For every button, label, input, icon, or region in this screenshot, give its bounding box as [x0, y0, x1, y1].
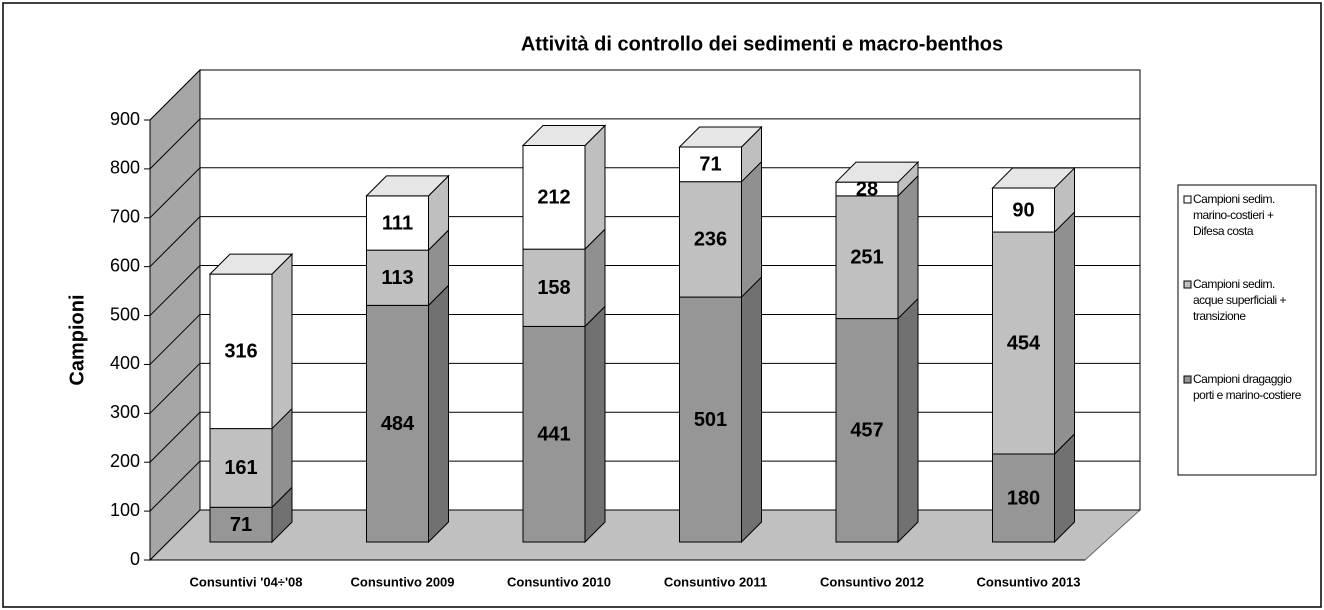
bar-side: [1054, 210, 1075, 456]
legend-box: [1177, 184, 1317, 476]
grid-line: [149, 509, 1140, 561]
data-label: 71: [230, 514, 252, 536]
y-tick-label: 0: [130, 549, 140, 569]
grid-line: [149, 265, 1140, 316]
floor: [148, 509, 1142, 561]
bar-top: [834, 161, 920, 183]
bar: [209, 506, 273, 543]
data-label: 236: [694, 229, 727, 251]
grid-line: [149, 69, 1140, 121]
data-label: 71: [699, 154, 721, 176]
grid-line: [149, 118, 1140, 170]
grid-line: [149, 460, 1140, 512]
data-label: 457: [850, 420, 883, 442]
bar: [366, 195, 429, 251]
y-tick-label: 700: [110, 207, 140, 227]
x-tick-label: Consuntivi '04÷'08: [189, 574, 302, 589]
bar-top: [521, 125, 607, 147]
bar-top: [991, 167, 1076, 189]
data-label: 454: [1007, 332, 1041, 354]
bar-top: [208, 253, 294, 275]
y-axis-label: Campioni: [66, 294, 88, 385]
grid-line: [149, 216, 1140, 268]
grid-line: [149, 362, 1140, 414]
x-tick-label: Consuntivo 2010: [507, 574, 611, 589]
y-tick-label: 800: [110, 158, 140, 178]
data-label: 180: [1007, 487, 1040, 509]
bar-side: [584, 305, 606, 544]
bar: [522, 248, 586, 327]
bar: [835, 318, 899, 543]
data-label: 158: [537, 277, 570, 299]
data-label: 501: [694, 409, 727, 431]
data-label: 316: [224, 341, 257, 363]
data-label: 441: [537, 423, 570, 445]
grid-line: [149, 167, 1140, 219]
bar-side: [741, 275, 762, 544]
chart-title: Attività di controllo dei sedimenti e ma…: [521, 33, 1003, 55]
legend-label: Campioni sedim. acque superficiali + tra…: [1193, 277, 1287, 323]
bar: [992, 453, 1055, 543]
bar: [522, 145, 586, 250]
bar: [992, 187, 1055, 233]
bar: [679, 146, 742, 183]
bar-side: [897, 174, 919, 320]
x-tick-label: Consuntivo 2012: [820, 574, 924, 589]
y-tick-label: 500: [110, 304, 140, 324]
y-tick-label: 300: [110, 402, 140, 422]
y-tick-label: 900: [110, 109, 140, 129]
data-label: 111: [382, 212, 413, 234]
data-label: 212: [537, 187, 570, 209]
bar: [209, 273, 273, 430]
bar-top: [365, 175, 450, 197]
bar: [679, 296, 742, 543]
bar: [522, 325, 586, 543]
grid-line: [149, 411, 1140, 463]
data-label: 484: [381, 413, 415, 435]
y-tick-label: 400: [110, 353, 140, 373]
bar-side: [271, 252, 293, 430]
data-label: 90: [1012, 199, 1034, 221]
legend-swatch: [1183, 195, 1192, 204]
bar-side: [584, 124, 606, 251]
legend-swatch: [1183, 280, 1192, 289]
bar: [679, 181, 742, 298]
bar-top: [678, 126, 763, 148]
bar-side: [428, 284, 449, 544]
bar: [992, 231, 1055, 455]
grid-line: [149, 313, 1140, 365]
bar: [835, 195, 899, 320]
x-tick-label: Consuntivo 2009: [350, 574, 454, 589]
legend-label: Campioni sedim. marino-costieri + Difesa…: [1193, 192, 1275, 238]
legend-label: Campioni dragaggio porti e marino-costie…: [1193, 372, 1301, 402]
bar-side: [741, 160, 762, 299]
data-label: 113: [381, 267, 413, 289]
x-tick-label: Consuntivo 2011: [664, 574, 767, 589]
y-tick-label: 200: [110, 451, 140, 471]
legend-swatch: [1183, 375, 1192, 384]
data-label: 161: [224, 457, 257, 479]
bar-side: [897, 297, 919, 544]
data-label: 28: [856, 178, 878, 200]
x-tick-label: Consuntivo 2013: [976, 574, 1080, 589]
y-tick-label: 600: [110, 255, 140, 275]
data-label: 251: [850, 247, 883, 269]
y-tick-label: 100: [110, 500, 140, 520]
